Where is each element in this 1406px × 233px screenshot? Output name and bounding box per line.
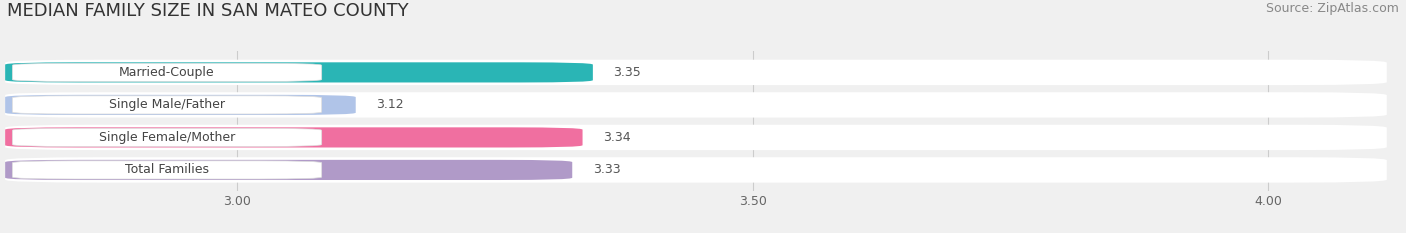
Text: Total Families: Total Families	[125, 163, 209, 176]
Text: 3.12: 3.12	[377, 98, 404, 111]
FancyBboxPatch shape	[6, 62, 593, 82]
Text: 3.34: 3.34	[603, 131, 631, 144]
Text: Single Male/Father: Single Male/Father	[110, 98, 225, 111]
Text: 3.35: 3.35	[613, 66, 641, 79]
FancyBboxPatch shape	[13, 96, 322, 114]
FancyBboxPatch shape	[13, 63, 322, 82]
FancyBboxPatch shape	[6, 60, 1386, 85]
FancyBboxPatch shape	[6, 95, 356, 115]
FancyBboxPatch shape	[6, 160, 572, 180]
Text: Married-Couple: Married-Couple	[120, 66, 215, 79]
Text: MEDIAN FAMILY SIZE IN SAN MATEO COUNTY: MEDIAN FAMILY SIZE IN SAN MATEO COUNTY	[7, 2, 409, 20]
FancyBboxPatch shape	[13, 128, 322, 147]
Text: Single Female/Mother: Single Female/Mother	[98, 131, 235, 144]
FancyBboxPatch shape	[13, 161, 322, 179]
FancyBboxPatch shape	[6, 157, 1386, 183]
Text: 3.33: 3.33	[593, 163, 620, 176]
Text: Source: ZipAtlas.com: Source: ZipAtlas.com	[1265, 2, 1399, 15]
FancyBboxPatch shape	[6, 125, 1386, 150]
FancyBboxPatch shape	[6, 127, 582, 147]
FancyBboxPatch shape	[6, 92, 1386, 118]
